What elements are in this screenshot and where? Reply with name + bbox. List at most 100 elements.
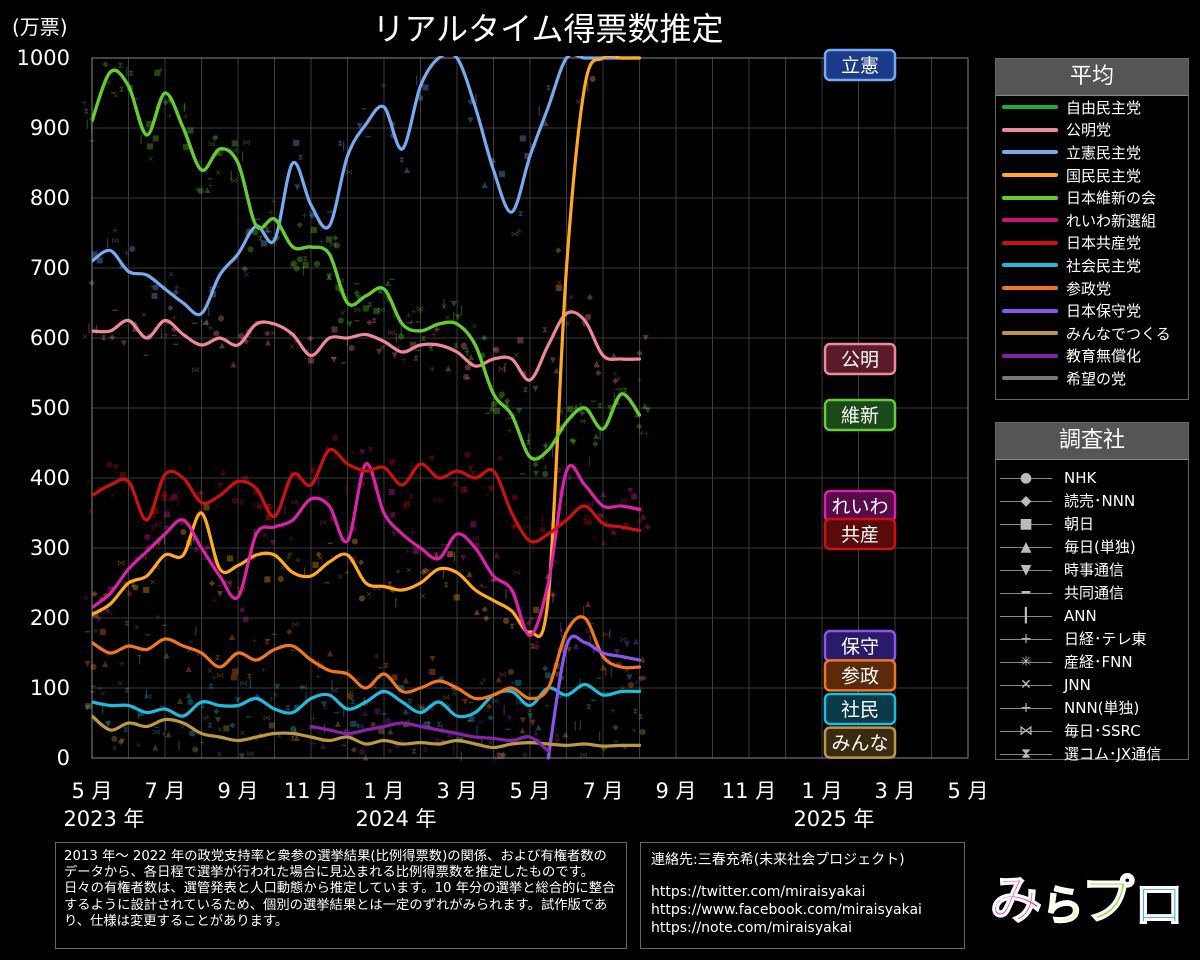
contact-link-note[interactable]: https://note.com/miraisyakai — [651, 920, 853, 936]
poll-point: ⧗ — [266, 502, 272, 511]
poll-point: ━ — [365, 133, 371, 142]
poll-point: ✳ — [331, 455, 338, 464]
poll-point: ▼ — [274, 234, 281, 243]
poll-point: ✕ — [575, 98, 582, 107]
legend-swatch — [1002, 150, 1058, 155]
poll-point: ━ — [143, 351, 149, 360]
end-label-text: 維新 — [841, 405, 879, 427]
legend-pollster-label: 選コム･JX通信 — [1064, 745, 1162, 763]
pollster-marker-icon: ⋈ — [996, 721, 1056, 741]
legend-swatch — [1002, 240, 1058, 245]
poll-point: ✕ — [339, 309, 346, 318]
poll-point: ▲ — [611, 526, 618, 535]
poll-point: ◆ — [213, 707, 220, 716]
poll-point: ▼ — [550, 355, 557, 364]
poll-point: ⋈ — [300, 683, 308, 692]
poll-point: ✕ — [275, 732, 282, 741]
poll-point: ● — [488, 483, 495, 492]
poll-point: ● — [252, 227, 259, 236]
poll-point: ━ — [132, 94, 138, 103]
poll-point: ⧗ — [536, 736, 542, 745]
poll-point: ✳ — [417, 307, 424, 316]
poll-point: ✳ — [100, 690, 107, 699]
poll-point: ◆ — [612, 376, 619, 385]
y-axis-label: (万票) — [12, 15, 68, 39]
poll-point: ● — [359, 478, 366, 487]
legend-pollster-label: 毎日(単独) — [1064, 538, 1136, 556]
legend-swatch — [1002, 331, 1058, 336]
poll-point: ✕ — [556, 278, 563, 287]
pollster-marker-icon: ● — [996, 468, 1056, 488]
poll-point: ━ — [84, 628, 90, 637]
legend-average: 平均 自由民主党 公明党 立憲民主党 国民民主党 日本維新の会 れいわ新選組 日本共産党 社会… — [995, 58, 1189, 400]
legend-swatch — [1002, 308, 1058, 313]
poll-point: ▲ — [504, 399, 511, 408]
poll-point: ⧗ — [530, 642, 536, 651]
y-tick-label: 300 — [30, 536, 70, 560]
poll-point: + — [166, 112, 173, 121]
end-label: れいわ — [823, 489, 897, 523]
poll-point: ✕ — [215, 168, 222, 177]
legend-swatch — [1002, 263, 1058, 268]
poll-point: ▼ — [624, 639, 631, 648]
poll-point: ● — [398, 332, 405, 341]
poll-point: ┃ — [162, 534, 167, 544]
poll-point: ■ — [391, 673, 399, 682]
poll-point: ▼ — [217, 589, 224, 598]
poll-point: ✕ — [451, 690, 458, 699]
poll-point: ● — [189, 729, 196, 738]
poll-point: ⋈ — [224, 578, 232, 587]
poll-point: ▼ — [212, 558, 219, 567]
poll-point: ▼ — [429, 654, 436, 663]
poll-point: ┃ — [414, 75, 419, 85]
poll-point: ⋈ — [433, 496, 441, 505]
poll-point: ▲ — [196, 506, 203, 515]
poll-point: ✕ — [149, 578, 156, 587]
legend-average-item: れいわ新選組 — [996, 209, 1188, 232]
poll-point: ▲ — [536, 723, 543, 732]
end-label-box — [823, 726, 897, 759]
poll-point: ┃ — [503, 363, 508, 373]
contact-link-twitter[interactable]: https://twitter.com/miraisyakai — [651, 884, 866, 900]
poll-point: ▼ — [270, 538, 277, 547]
poll-point: ┃ — [316, 476, 321, 486]
y-tick-label: 100 — [30, 676, 70, 700]
poll-point: ■ — [335, 283, 343, 292]
poll-point: ▼ — [347, 319, 354, 328]
poll-point: ⋈ — [603, 630, 611, 639]
poll-point: + — [544, 702, 551, 711]
poll-point: ● — [111, 734, 118, 743]
poll-point: + — [431, 330, 438, 339]
poll-point: ┃ — [452, 551, 457, 561]
poll-point: ▼ — [626, 672, 633, 681]
poll-point: ◆ — [522, 750, 529, 759]
poll-point: ⋈ — [201, 318, 209, 327]
poll-point: ▼ — [326, 271, 333, 280]
poll-point: ◆ — [636, 349, 643, 358]
poll-point: ● — [106, 460, 113, 469]
poll-point: ✳ — [111, 744, 118, 753]
poll-point: ✳ — [288, 535, 295, 544]
poll-point: ● — [337, 315, 344, 324]
poll-point: ┃ — [526, 433, 531, 443]
poll-point: ■ — [292, 138, 300, 147]
contact-link-facebook[interactable]: https://www.facebook.com/miraisyakai — [651, 902, 922, 918]
poll-point: ■ — [99, 627, 107, 636]
legend-pollsters: 調査社 ● NHK ◆ 読売･NNN ■ 朝日 ▲ 毎日(単独) ▼ 時事通信 ━ 共同通信 ┃ ANN +… — [995, 422, 1189, 763]
svg-text:プ: プ — [1082, 871, 1134, 930]
poll-point: ◆ — [644, 522, 651, 531]
legend-average-item: 希望の党 — [996, 367, 1188, 390]
poll-point: ━ — [201, 555, 207, 564]
pollster-marker-icon: ▲ — [996, 537, 1056, 557]
poll-point: ◆ — [482, 604, 489, 613]
poll-point: ✳ — [523, 513, 530, 522]
poll-point: ✕ — [487, 738, 494, 747]
legend-pollster-label: 毎日･SSRC — [1064, 722, 1141, 740]
poll-point: ■ — [519, 134, 527, 143]
poll-point: ━ — [271, 630, 277, 639]
poll-point: ● — [197, 186, 204, 195]
poll-point: ▼ — [460, 553, 467, 562]
poll-point: ✳ — [549, 590, 556, 599]
poll-point: ◆ — [438, 674, 445, 683]
poll-point: + — [508, 733, 515, 742]
